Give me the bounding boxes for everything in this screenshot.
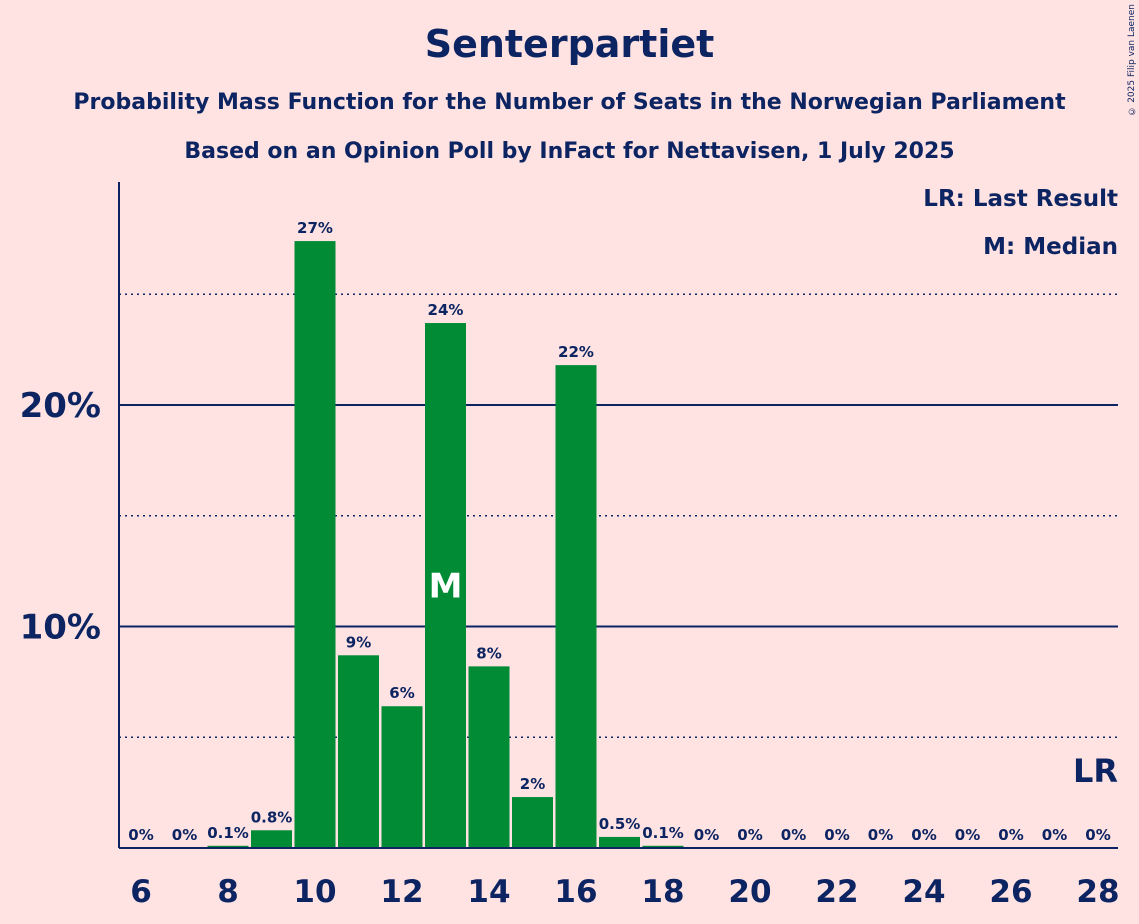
bar-value-label: 0% <box>1085 826 1110 844</box>
y-tick-label: 10% <box>20 608 101 648</box>
bar-seat-9 <box>251 830 292 848</box>
bar-value-label: 0% <box>737 826 762 844</box>
bar-value-label: 0% <box>955 826 980 844</box>
chart-title: Senterpartiet <box>424 22 715 66</box>
bar-value-label: 2% <box>520 775 545 793</box>
x-tick-label: 18 <box>641 874 684 910</box>
median-marker: M <box>429 567 463 607</box>
bar-value-label: 8% <box>476 644 501 662</box>
last-result-marker: LR <box>1073 752 1118 790</box>
bar-value-label: 24% <box>428 301 464 319</box>
bar-seat-16 <box>555 365 597 848</box>
bar-seat-13 <box>425 323 466 848</box>
bar-value-label: 0% <box>998 826 1023 844</box>
bar-value-label: 0% <box>824 826 849 844</box>
bar-seat-14 <box>468 666 510 848</box>
chart-subtitle-poll-type: Probability Mass Function for the Number… <box>73 90 1066 115</box>
chart-subtitle-source: Based on an Opinion Poll by InFact for N… <box>184 139 955 164</box>
bar-value-label: 0.5% <box>599 815 641 833</box>
x-tick-label: 16 <box>554 874 597 910</box>
bar-value-label: 27% <box>297 219 333 237</box>
x-tick-label: 10 <box>293 874 336 910</box>
x-tick-label: 22 <box>815 874 858 910</box>
bar-seat-10 <box>294 241 336 849</box>
bar-value-label: 0.8% <box>251 808 293 826</box>
y-tick-label: 20% <box>20 386 101 426</box>
x-tick-label: 14 <box>467 874 510 910</box>
bar-value-label: 0% <box>128 826 153 844</box>
bar-value-label: 0% <box>781 826 806 844</box>
bar-value-label: 0.1% <box>642 824 684 842</box>
bar-seat-17 <box>599 836 640 848</box>
bar-value-label: 22% <box>558 343 594 361</box>
bar-seat-12 <box>381 706 423 848</box>
x-tick-label: 24 <box>902 874 945 910</box>
x-tick-label: 20 <box>728 874 771 910</box>
x-tick-label: 8 <box>217 874 239 910</box>
bar-seat-15 <box>512 797 553 848</box>
bar-value-label: 0% <box>172 826 197 844</box>
x-tick-label: 12 <box>380 874 423 910</box>
x-tick-label: 6 <box>130 874 152 910</box>
x-tick-label: 28 <box>1076 874 1119 910</box>
legend-median: M: Median <box>983 234 1118 260</box>
legend-last-result: LR: Last Result <box>923 186 1118 212</box>
bar-value-label: 0% <box>868 826 893 844</box>
bar-value-label: 0% <box>694 826 719 844</box>
bar-seat-11 <box>338 655 379 848</box>
x-tick-label: 26 <box>989 874 1032 910</box>
bar-value-label: 0% <box>1042 826 1067 844</box>
bar-seat-18 <box>642 845 684 848</box>
bar-value-label: 0% <box>911 826 936 844</box>
bar-value-label: 6% <box>389 684 414 702</box>
bar-value-label: 9% <box>346 633 371 651</box>
bar-seat-8 <box>207 845 249 848</box>
bar-value-label: 0.1% <box>207 824 249 842</box>
